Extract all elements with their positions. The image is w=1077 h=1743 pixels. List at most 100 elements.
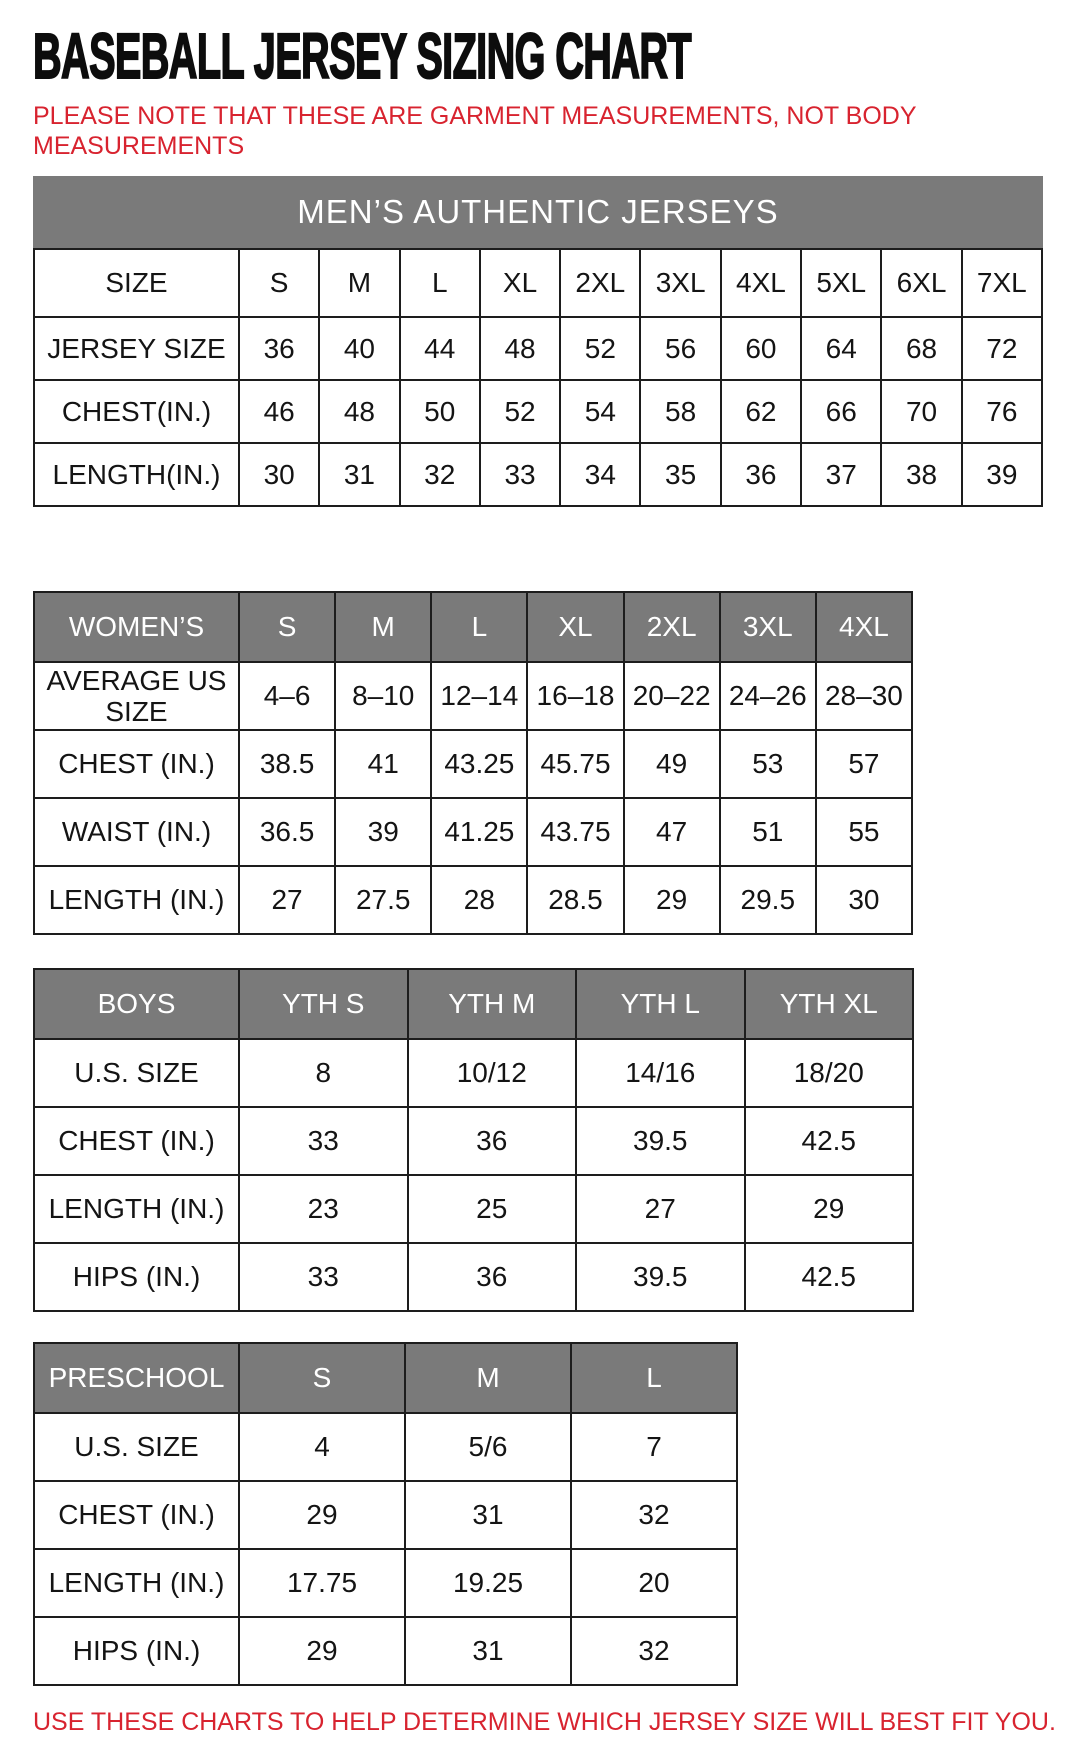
column-header-cell: M (404, 1342, 572, 1414)
value-cell: 29 (622, 865, 721, 935)
table-row: LENGTH (IN.) 27 27.5 28 28.5 29 29.5 30 (33, 865, 914, 935)
sizing-table-boys: BOYS YTH S YTH M YTH L YTH XL U.S. SIZE 8 10/12… (33, 968, 914, 1312)
row-label-cell: U.S. SIZE (33, 1412, 240, 1482)
column-header-cell: S (237, 248, 321, 318)
value-cell: 31 (404, 1480, 572, 1550)
value-cell: 52 (559, 316, 642, 381)
value-cell: 54 (559, 379, 642, 444)
value-cell: 48 (318, 379, 401, 444)
column-header-cell: YTH S (238, 968, 409, 1040)
value-cell: 29 (238, 1616, 406, 1686)
value-cell: 45.75 (526, 729, 625, 799)
value-cell: 36 (406, 1242, 577, 1312)
value-cell: 38 (880, 442, 963, 507)
sizing-chart-page: BASEBALL JERSEY SIZING CHART PLEASE NOTE… (32, 20, 1056, 1737)
value-cell: 29 (238, 1480, 406, 1550)
value-cell: 62 (719, 379, 803, 444)
row-label-cell: CHEST (IN.) (33, 729, 240, 799)
value-cell: 29 (743, 1174, 914, 1244)
value-cell: 16–18 (526, 661, 625, 731)
header-row-womens: WOMEN’S S M L XL 2XL 3XL 4XL (33, 591, 914, 663)
row-label-cell: CHEST (IN.) (33, 1480, 240, 1550)
row-label-cell: LENGTH (IN.) (33, 865, 240, 935)
table-row: CHEST (IN.) 38.5 41 43.25 45.75 49 53 57 (33, 729, 914, 799)
value-cell: 25 (406, 1174, 577, 1244)
header-row-boys: BOYS YTH S YTH M YTH L YTH XL (33, 968, 914, 1040)
value-cell: 36 (406, 1106, 577, 1176)
sizing-table-preschool: PRESCHOOL S M L U.S. SIZE 4 5/6 7 CHEST (IN.) 29 3… (33, 1342, 738, 1686)
value-cell: 60 (719, 316, 803, 381)
row-label-cell: JERSEY SIZE (33, 316, 240, 381)
table-row: CHEST (IN.) 29 31 32 (33, 1480, 738, 1550)
preschool-table-section: PRESCHOOL S M L U.S. SIZE 4 5/6 7 CHEST (IN.) 29 3… (33, 1342, 1047, 1686)
garment-measurement-note: PLEASE NOTE THAT THESE ARE GARMENT MEASU… (33, 102, 917, 160)
column-header-cell: YTH XL (743, 968, 914, 1040)
table-row: LENGTH(IN.) 30 31 32 33 34 35 36 37 38 39 (33, 442, 1044, 507)
value-cell: 41.25 (430, 797, 529, 867)
value-cell: 23 (238, 1174, 409, 1244)
value-cell: 49 (622, 729, 721, 799)
table-banner-mens: MEN’S AUTHENTIC JERSEYS (33, 176, 1043, 248)
value-cell: 28–30 (814, 661, 914, 731)
value-cell: 39 (334, 797, 433, 867)
womens-table-section: WOMEN’S S M L XL 2XL 3XL 4XL AVERAGE US SIZE 4–6 8… (33, 591, 1047, 935)
column-header-cell: M (318, 248, 401, 318)
column-header-cell: 3XL (718, 591, 817, 663)
sizing-table-womens: WOMEN’S S M L XL 2XL 3XL 4XL AVERAGE US SIZE 4–6 8… (33, 591, 914, 935)
column-header-cell: M (334, 591, 433, 663)
value-cell: 8–10 (334, 661, 433, 731)
table-row: U.S. SIZE 8 10/12 14/16 18/20 (33, 1038, 914, 1108)
column-header-cell: 6XL (880, 248, 963, 318)
value-cell: 4–6 (237, 661, 337, 731)
value-cell: 36 (237, 316, 321, 381)
value-cell: 12–14 (430, 661, 529, 731)
value-cell: 33 (238, 1106, 409, 1176)
boys-table-section: BOYS YTH S YTH M YTH L YTH XL U.S. SIZE 8 10/12… (33, 968, 1047, 1312)
mens-table-section: MEN’S AUTHENTIC JERSEYS SIZE S M L XL 2XL 3XL 4X… (33, 176, 1047, 507)
value-cell: 37 (800, 442, 883, 507)
column-header-cell: L (398, 248, 481, 318)
value-cell: 44 (398, 316, 481, 381)
value-cell: 40 (318, 316, 401, 381)
value-cell: 5/6 (404, 1412, 572, 1482)
value-cell: 50 (398, 379, 481, 444)
table-title-cell: BOYS (33, 968, 240, 1040)
value-cell: 43.75 (526, 797, 625, 867)
value-cell: 36.5 (237, 797, 337, 867)
value-cell: 20–22 (622, 661, 721, 731)
header-row-mens: SIZE S M L XL 2XL 3XL 4XL 5XL 6XL 7XL (33, 248, 1044, 318)
value-cell: 35 (639, 442, 722, 507)
column-header-cell: 2XL (622, 591, 721, 663)
column-header-cell: 5XL (800, 248, 883, 318)
page-title: BASEBALL JERSEY SIZING CHART (32, 20, 692, 92)
value-cell: 76 (960, 379, 1044, 444)
column-header-cell: XL (526, 591, 625, 663)
column-header-cell: 3XL (639, 248, 722, 318)
value-cell: 24–26 (718, 661, 817, 731)
value-cell: 64 (800, 316, 883, 381)
table-row: HIPS (IN.) 29 31 32 (33, 1616, 738, 1686)
value-cell: 4 (238, 1412, 406, 1482)
column-header-cell: 7XL (960, 248, 1044, 318)
value-cell: 34 (559, 442, 642, 507)
value-cell: 39 (960, 442, 1044, 507)
value-cell: 58 (639, 379, 722, 444)
value-cell: 48 (478, 316, 562, 381)
value-cell: 51 (718, 797, 817, 867)
value-cell: 53 (718, 729, 817, 799)
column-header-cell: L (570, 1342, 738, 1414)
table-row: LENGTH (IN.) 23 25 27 29 (33, 1174, 914, 1244)
value-cell: 38.5 (237, 729, 337, 799)
row-label-cell: LENGTH(IN.) (33, 442, 240, 507)
column-header-cell: YTH L (575, 968, 746, 1040)
value-cell: 30 (814, 865, 914, 935)
column-header-cell: 4XL (719, 248, 803, 318)
column-header-cell: S (237, 591, 337, 663)
value-cell: 27 (575, 1174, 746, 1244)
value-cell: 43.25 (430, 729, 529, 799)
value-cell: 56 (639, 316, 722, 381)
value-cell: 55 (814, 797, 914, 867)
value-cell: 18/20 (743, 1038, 914, 1108)
value-cell: 17.75 (238, 1548, 406, 1618)
value-cell: 39.5 (575, 1242, 746, 1312)
